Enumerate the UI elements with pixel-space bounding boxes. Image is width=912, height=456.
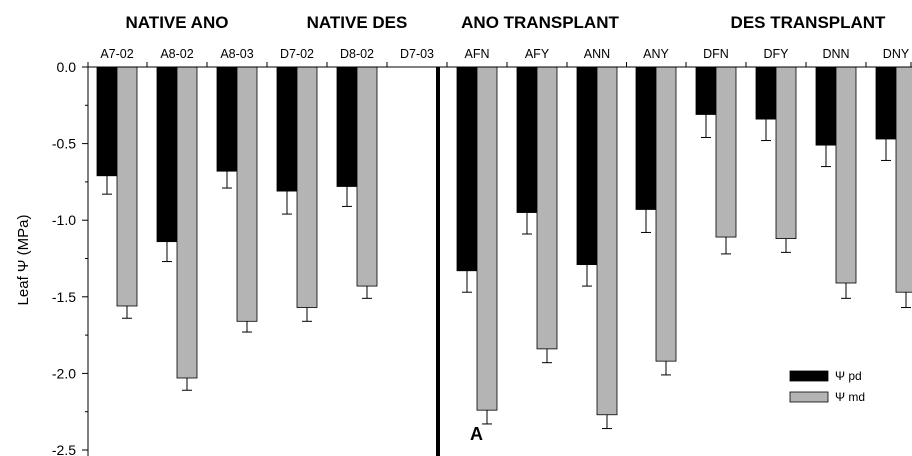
category-label: D8-02 — [340, 47, 374, 61]
bar-md — [775, 66, 797, 239]
bar-pd — [216, 66, 238, 172]
bar-pd — [336, 66, 358, 187]
bar-md — [715, 66, 737, 238]
bar-pd — [815, 66, 837, 146]
category-labels: A7-02 A8-02 A8-03 D7-02 D8-02 D7-03 AFN AFY ANN A… — [100, 47, 910, 61]
y-tick-label: 0.0 — [57, 59, 77, 75]
bar-pd — [96, 66, 118, 177]
category-label: AFN — [465, 47, 490, 61]
category-label: A8-03 — [220, 47, 253, 61]
axes: 0.0 -0.5 -1.0 -1.5 -2.0 -2.5 — [52, 59, 912, 456]
bar-pd — [276, 66, 298, 192]
category-label: D7-03 — [400, 47, 434, 61]
bar-md — [895, 66, 912, 293]
category-label: A7-02 — [100, 47, 133, 61]
y-tick-label: -2.5 — [52, 442, 76, 456]
bar-md — [236, 66, 258, 322]
group-label: NATIVE ANO — [126, 13, 229, 32]
legend-label-pd: Ψ pd — [835, 369, 862, 383]
category-label: D7-02 — [280, 47, 314, 61]
group-labels: NATIVE ANO NATIVE DES ANO TRANSPLANT DES TR… — [126, 13, 887, 32]
legend-label-md: Ψ md — [835, 390, 865, 404]
bar-md — [655, 66, 677, 362]
bar-md — [536, 66, 558, 350]
category-label: DFY — [764, 47, 790, 61]
category-label: A8-02 — [160, 47, 193, 61]
bar-pd — [695, 66, 717, 115]
legend-swatch-md — [789, 391, 829, 403]
bar-md — [356, 66, 378, 287]
category-label: AFY — [525, 47, 550, 61]
group-label: NATIVE DES — [307, 13, 408, 32]
category-label: DNN — [822, 47, 849, 61]
bar-pd — [875, 66, 897, 140]
bar-md — [176, 66, 198, 379]
category-label: DNY — [883, 47, 910, 61]
legend-swatch-pd — [789, 370, 829, 382]
category-label: ANY — [643, 47, 669, 61]
y-tick-label: -1.5 — [52, 289, 76, 305]
bar-md — [476, 66, 498, 411]
group-label: DES TRANSPLANT — [731, 13, 887, 32]
bar-md — [596, 66, 618, 416]
bar-pd — [576, 66, 598, 266]
group-label: ANO TRANSPLANT — [461, 13, 619, 32]
bar-pd — [516, 66, 538, 213]
y-axis-title: Leaf Ψ (MPa) — [15, 215, 32, 306]
category-label: ANN — [584, 47, 610, 61]
bar-md — [835, 66, 857, 284]
panel-letter: A — [470, 424, 483, 444]
bar-md — [296, 66, 318, 308]
y-tick-label: -1.0 — [52, 212, 76, 228]
y-tick-label: -0.5 — [52, 136, 76, 152]
bar-pd — [635, 66, 657, 210]
bar-pd — [456, 66, 478, 272]
bar-pd — [156, 66, 178, 243]
bars — [96, 66, 912, 430]
y-tick-label: -2.0 — [52, 365, 76, 381]
legend: Ψ pd Ψ md — [789, 369, 865, 404]
category-label: DFN — [703, 47, 729, 61]
bar-md — [116, 66, 138, 307]
bar-pd — [755, 66, 777, 120]
